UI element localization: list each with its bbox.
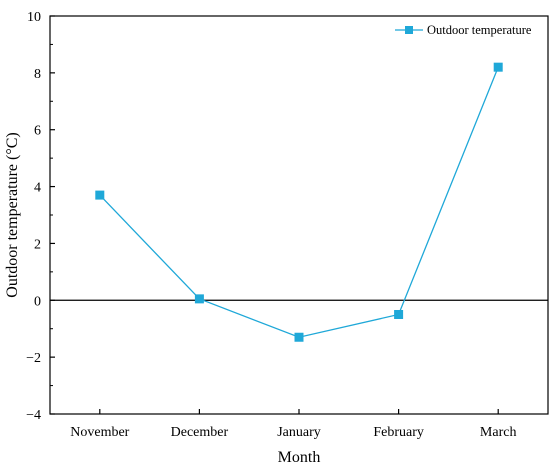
x-axis-title: Month <box>278 449 321 466</box>
legend-label: Outdoor temperature <box>427 23 532 37</box>
y-tick-label: −2 <box>26 351 41 366</box>
y-axis-title: Outdoor temperature (°C) <box>4 132 21 297</box>
x-tick-label: March <box>480 425 517 440</box>
y-tick-label: 10 <box>27 10 41 25</box>
x-tick-label: November <box>70 425 129 440</box>
data-point-marker <box>194 294 204 304</box>
plot-area-frame <box>49 15 549 415</box>
x-tick-label: February <box>373 425 424 440</box>
data-point-marker <box>493 62 503 72</box>
y-tick-label: −4 <box>26 408 41 423</box>
data-point-marker <box>95 190 105 200</box>
legend-marker-swatch <box>405 26 413 34</box>
series-line <box>99 66 499 338</box>
data-point-marker <box>394 310 404 319</box>
legend: Outdoor temperature <box>395 23 532 37</box>
y-tick-label: 8 <box>34 67 41 82</box>
y-tick-label: 4 <box>34 181 41 196</box>
data-point-marker <box>294 332 304 342</box>
x-tick-label: January <box>277 425 321 440</box>
series-layer <box>95 62 503 342</box>
y-tick-label: 2 <box>34 237 41 252</box>
x-axis: November December January February March <box>70 409 516 440</box>
x-tick-label: December <box>171 425 229 440</box>
y-axis: −4 −2 0 2 4 6 8 10 <box>26 10 55 423</box>
y-tick-label: 0 <box>34 294 41 309</box>
y-tick-label: 6 <box>34 124 41 139</box>
